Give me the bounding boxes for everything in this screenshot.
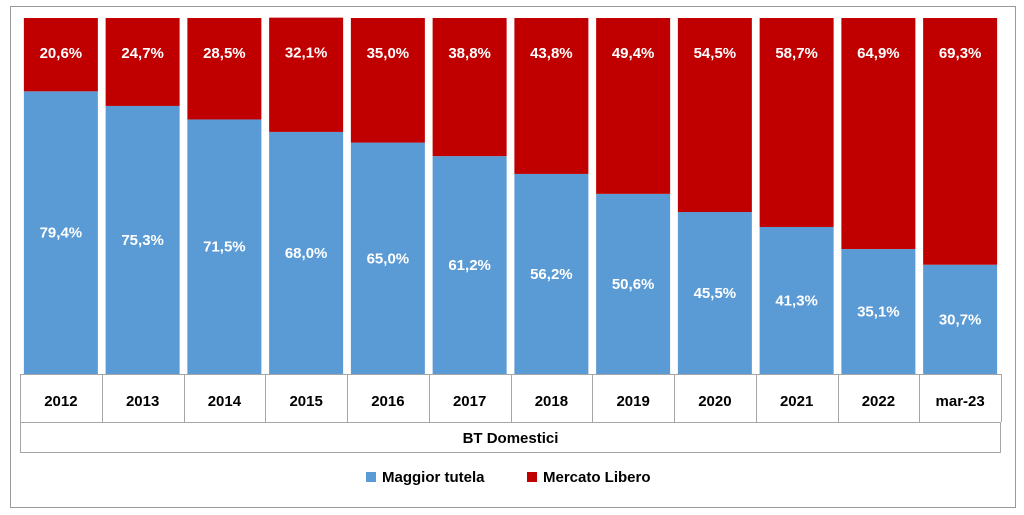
- category-label-2018: 2018: [535, 393, 568, 410]
- data-label-maggior-tutela-2018: 56,2%: [530, 266, 573, 283]
- bar-maggior-tutela-2021: [759, 226, 834, 374]
- category-axis: 2012 2013 2014 2015 2016 2017 2018 2019 2020 2021…: [20, 374, 1002, 453]
- bar-mercato-libero-2021: [759, 18, 834, 227]
- bar-mercato-libero-2022: [841, 18, 916, 250]
- category-label-2015: 2015: [289, 393, 322, 410]
- category-label-mar-23: mar-23: [936, 393, 985, 410]
- bar-mercato-libero-2020: [677, 18, 752, 213]
- category-group-label: BT Domestici: [463, 430, 559, 447]
- legend-item-mercato-libero-label: Mercato Libero: [543, 469, 651, 486]
- bar-mercato-libero-2018: [514, 18, 589, 174]
- data-label-mercato-libero-2018: 43,8%: [530, 45, 573, 62]
- bar-maggior-tutela-2016: [350, 142, 425, 374]
- data-label-mercato-libero-2012: 20,6%: [40, 45, 83, 62]
- legend-item-mercato-libero-swatch: [527, 472, 537, 482]
- category-label-2017: 2017: [453, 393, 486, 410]
- data-label-mercato-libero-2021: 58,7%: [775, 45, 818, 62]
- bar-mercato-libero-2013: [105, 18, 180, 106]
- data-label-mercato-libero-2020: 54,5%: [694, 45, 737, 62]
- data-label-mercato-libero-2019: 49,4%: [612, 45, 655, 62]
- bar-mercato-libero-2019: [596, 18, 671, 194]
- data-label-maggior-tutela-2022: 35,1%: [857, 304, 900, 321]
- bar-maggior-tutela-2013: [105, 105, 180, 374]
- data-label-maggior-tutela-2017: 61,2%: [448, 257, 491, 274]
- data-label-mercato-libero-2016: 35,0%: [367, 45, 410, 62]
- data-label-maggior-tutela-2019: 50,6%: [612, 276, 655, 293]
- legend-item-maggior-tutela-swatch: [366, 472, 376, 482]
- data-label-maggior-tutela-2014: 71,5%: [203, 239, 246, 256]
- data-label-maggior-tutela-2012: 79,4%: [40, 225, 83, 242]
- data-label-mercato-libero-2017: 38,8%: [448, 45, 491, 62]
- bar-maggior-tutela-2014: [187, 119, 262, 375]
- bar-mercato-libero-2015: [269, 17, 344, 132]
- bar-maggior-tutela-2012: [23, 91, 98, 374]
- bar-maggior-tutela-2019: [596, 193, 671, 374]
- bar-mercato-libero-mar-23: [923, 18, 998, 265]
- data-label-mercato-libero-mar-23: 69,3%: [939, 45, 982, 62]
- bar-maggior-tutela-mar-23: [923, 264, 998, 374]
- data-label-maggior-tutela-2013: 75,3%: [121, 232, 164, 249]
- bar-maggior-tutela-2018: [514, 173, 589, 374]
- category-label-2016: 2016: [371, 393, 404, 410]
- bar-mercato-libero-2012: [23, 18, 98, 92]
- legend-item-maggior-tutela-label: Maggior tutela: [382, 469, 485, 486]
- data-label-maggior-tutela-2016: 65,0%: [367, 250, 410, 267]
- bar-maggior-tutela-2022: [841, 249, 916, 374]
- data-label-mercato-libero-2015: 32,1%: [285, 45, 328, 62]
- bar-mercato-libero-2016: [350, 18, 425, 143]
- data-label-mercato-libero-2013: 24,7%: [121, 45, 164, 62]
- data-label-maggior-tutela-2021: 41,3%: [775, 292, 818, 309]
- data-label-mercato-libero-2014: 28,5%: [203, 45, 246, 62]
- bar-maggior-tutela-2015: [269, 131, 344, 374]
- category-label-2013: 2013: [126, 393, 159, 410]
- category-label-2021: 2021: [780, 393, 813, 410]
- bar-maggior-tutela-2017: [432, 156, 507, 374]
- legend: Maggior tutela Mercato Libero: [366, 469, 651, 486]
- bars-layer: 79,4% 20,6% 75,3% 24,7% 71,5% 28,5% 68,0% 32,1%…: [23, 17, 998, 375]
- category-label-2019: 2019: [616, 393, 649, 410]
- category-label-2020: 2020: [698, 393, 731, 410]
- bar-maggior-tutela-2020: [677, 212, 752, 374]
- category-label-2012: 2012: [44, 393, 77, 410]
- data-label-maggior-tutela-2015: 68,0%: [285, 245, 328, 262]
- data-label-maggior-tutela-2020: 45,5%: [694, 285, 737, 302]
- data-label-maggior-tutela-mar-23: 30,7%: [939, 311, 982, 328]
- data-label-mercato-libero-2022: 64,9%: [857, 45, 900, 62]
- bar-mercato-libero-2017: [432, 18, 507, 157]
- category-label-2022: 2022: [862, 393, 895, 410]
- bar-mercato-libero-2014: [187, 18, 262, 120]
- category-label-2014: 2014: [208, 393, 242, 410]
